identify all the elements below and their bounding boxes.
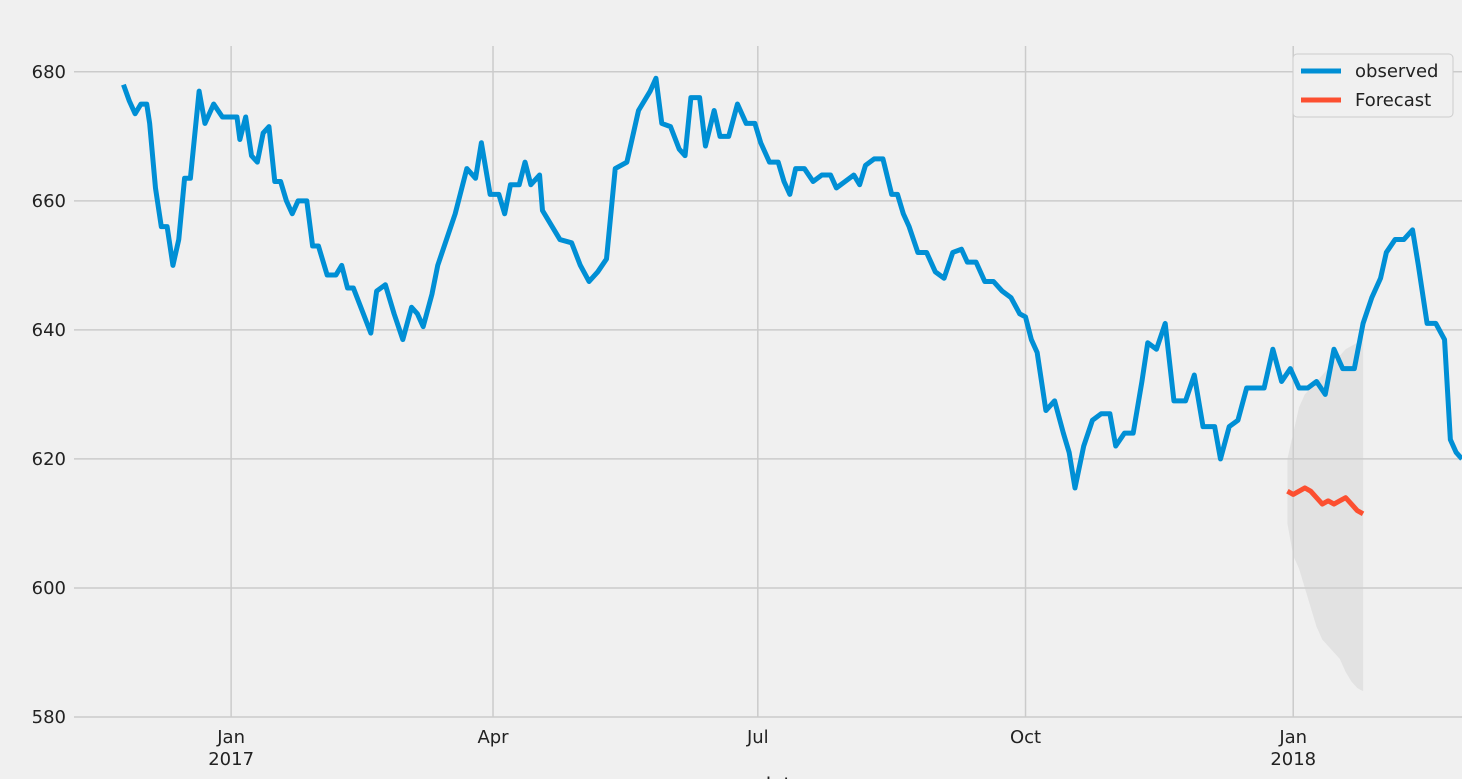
x-tick-label: Oct [1010, 727, 1041, 748]
x-tick-label: Jul [746, 727, 769, 748]
series-layer [121, 75, 1462, 516]
legend-label-observed: observed [1355, 61, 1438, 82]
series-line-observed [121, 75, 1462, 491]
y-tick-label: 680 [32, 62, 66, 83]
y-tick-label: 620 [32, 449, 66, 470]
x-tick-label: Jan [1278, 727, 1307, 748]
series-line-forecast [1286, 485, 1365, 516]
legend: observed Forecast [1292, 53, 1454, 118]
x-axis-label: date [758, 773, 803, 779]
y-tick-label: 580 [32, 707, 66, 728]
y-tick-label: 660 [32, 191, 66, 212]
x-tick-label: Jan [216, 727, 245, 748]
x-tick-year-label: 2018 [1270, 749, 1316, 770]
y-tick-label: 600 [32, 578, 66, 599]
confidence-interval-layer [1287, 336, 1364, 692]
x-tick-year-label: 2017 [208, 749, 254, 770]
grid-layer [74, 46, 1462, 718]
forecast-confidence-band [1287, 336, 1364, 692]
y-tick-label: 640 [32, 320, 66, 341]
x-tick-label: Apr [477, 727, 509, 748]
legend-label-forecast: Forecast [1355, 90, 1431, 111]
